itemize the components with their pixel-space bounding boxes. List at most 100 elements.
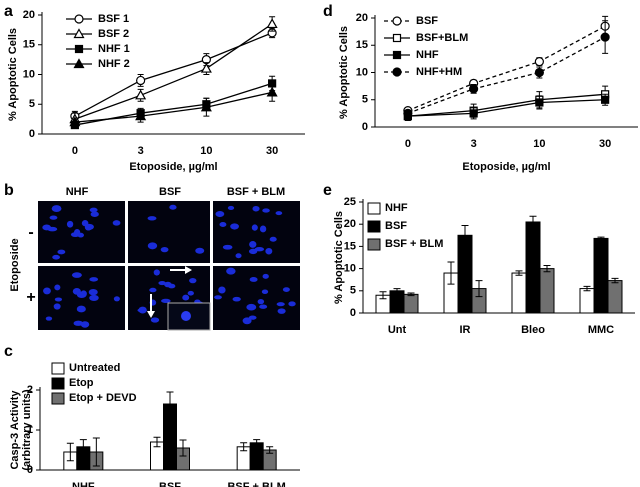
nucleus: [215, 210, 225, 218]
y-tick-label: 10: [23, 68, 35, 80]
marker: [266, 86, 278, 97]
nucleus: [70, 232, 80, 238]
nucleus: [182, 294, 190, 301]
y-tick-label: 0: [27, 464, 33, 476]
x-tick-label: Unt: [388, 324, 407, 336]
error-bar: [393, 288, 401, 294]
nucleus: [89, 207, 98, 213]
y-axis-label: % Apoptotic Cells: [338, 26, 350, 119]
nucleus: [71, 272, 82, 278]
nucleus: [51, 205, 62, 213]
nucleus: [254, 246, 265, 252]
error-bar: [92, 437, 100, 467]
nucleus: [288, 301, 296, 307]
marker: [601, 95, 610, 104]
nucleus: [147, 242, 158, 250]
nucleus: [54, 284, 61, 291]
y-axis-label: % Apoptotic Cells: [333, 211, 345, 304]
x-tick-label: 0: [72, 145, 78, 157]
nucleus: [112, 220, 121, 226]
micrograph: [128, 201, 210, 263]
nucleus: [249, 276, 258, 282]
micrograph: [38, 201, 125, 263]
legend-marker: [392, 16, 402, 26]
nucleus: [73, 320, 84, 326]
error-bar: [379, 291, 387, 300]
nucleus: [227, 205, 235, 210]
x-tick-label: NHF: [72, 481, 95, 487]
nucleus: [249, 241, 257, 248]
marker: [266, 18, 278, 29]
nucleus: [149, 287, 157, 293]
y-tick-label: 5: [362, 94, 368, 106]
y-tick-label: 15: [356, 39, 368, 51]
marker: [403, 108, 413, 118]
legend-swatch: [51, 362, 65, 375]
nucleus: [138, 306, 147, 314]
y-tick-label: 0: [362, 121, 368, 133]
panel-letter: d: [323, 3, 333, 20]
legend-marker: [392, 50, 402, 60]
nucleus: [269, 236, 277, 242]
nucleus: [57, 249, 66, 255]
error-bar: [583, 285, 591, 292]
nucleus: [113, 296, 120, 302]
legend-marker: [73, 58, 85, 69]
y-tick-label: 15: [344, 240, 356, 252]
line: [407, 99, 606, 117]
bar: [511, 272, 527, 314]
legend-marker: [74, 44, 84, 54]
error-bar: [529, 215, 537, 229]
nucleus: [257, 299, 265, 305]
legend-label: BSF+BLM: [416, 32, 468, 44]
nucleus: [160, 246, 169, 253]
nucleus: [187, 290, 194, 296]
legend-label: BSF 2: [98, 28, 129, 40]
nucleus: [53, 303, 61, 310]
marker: [135, 110, 147, 121]
nucleus: [54, 297, 63, 302]
error-bar: [79, 439, 87, 455]
x-tick-label: 30: [266, 145, 278, 157]
nucleus: [235, 253, 242, 259]
x-tick-label: 3: [471, 138, 477, 150]
marker: [200, 101, 212, 112]
marker: [534, 67, 544, 78]
nucleus: [45, 316, 53, 321]
legend-label: NHF: [416, 49, 439, 61]
x-tick-label: 10: [533, 138, 545, 150]
error-bar: [253, 439, 261, 447]
line: [74, 91, 273, 123]
marker: [600, 32, 610, 42]
x-tick-label: 30: [599, 138, 611, 150]
legend-marker: [74, 14, 84, 24]
y-tick-label: 5: [29, 98, 35, 110]
error-bar: [66, 442, 74, 462]
nucleus: [84, 223, 94, 230]
error-bar: [179, 439, 187, 457]
nucleus: [242, 317, 252, 325]
error-bar: [475, 280, 483, 298]
x-tick-label: MMC: [588, 324, 614, 336]
micrographs: [38, 201, 300, 331]
panel-letter: e: [323, 182, 332, 199]
line: [407, 25, 606, 112]
nucleus: [282, 287, 290, 292]
marker: [69, 116, 81, 127]
nucleus: [275, 211, 283, 216]
y-axis-label: Casp-3 Activity: [9, 390, 21, 470]
legend-swatch: [367, 202, 381, 215]
panel-letter: c: [4, 343, 13, 360]
x-tick-label: BSF: [159, 481, 181, 487]
nucleus: [181, 311, 191, 321]
legend-label: NHF 2: [98, 58, 130, 70]
y-tick-label: 20: [356, 12, 368, 24]
y-tick-label: 1: [27, 424, 33, 436]
panel-letter: a: [4, 3, 13, 20]
nucleus: [76, 291, 87, 299]
nucleus: [66, 220, 74, 228]
x-tick-label: 3: [138, 145, 144, 157]
nucleus: [246, 303, 257, 311]
legend-label: Etop: [69, 377, 94, 389]
legend-label: NHF 1: [98, 43, 130, 55]
